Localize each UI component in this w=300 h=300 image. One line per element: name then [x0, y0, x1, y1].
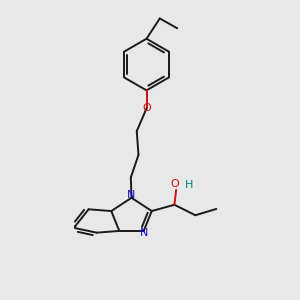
Text: N: N	[127, 190, 136, 200]
Text: O: O	[170, 179, 179, 189]
Text: N: N	[140, 228, 148, 238]
Text: O: O	[142, 103, 151, 113]
Text: H: H	[185, 180, 194, 190]
